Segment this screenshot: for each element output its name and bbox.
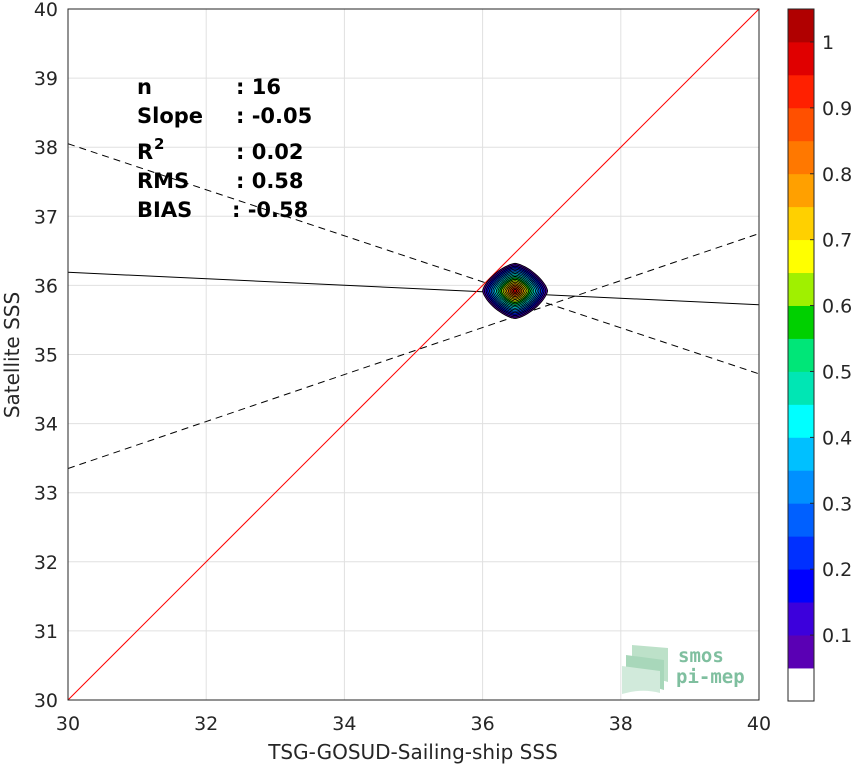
reference-lines: [68, 9, 759, 700]
x-tick-label: 34: [332, 713, 356, 735]
stat-label-bias: BIAS: [137, 198, 192, 222]
y-tick-label: 33: [34, 483, 58, 505]
colorbar-swatch: [788, 437, 814, 471]
x-axis-label: TSG-GOSUD-Sailing-ship SSS: [267, 740, 558, 764]
confidence-line-upper: [68, 143, 759, 375]
colorbar-swatch: [788, 173, 814, 208]
colorbar-swatch: [788, 9, 814, 43]
x-tick-label: 30: [56, 713, 80, 735]
colorbar-swatch: [788, 41, 814, 76]
colorbar-swatch: [788, 305, 814, 339]
colorbar-tick-label: 1: [822, 32, 834, 54]
regression-line: [68, 271, 759, 306]
stat-label-rms: RMS: [137, 169, 189, 193]
y-tick-label: 36: [34, 275, 58, 297]
stat-value-n: : 16: [236, 75, 281, 99]
colorbar-swatch: [788, 503, 814, 537]
colorbar-tick-label: 0.5: [822, 361, 852, 383]
logo-waves-icon: [622, 645, 668, 694]
x-tick-label: 36: [471, 713, 495, 735]
colorbar-swatch: [788, 338, 814, 372]
stat-value-rms: : 0.58: [236, 169, 304, 193]
y-tick-label: 39: [34, 68, 58, 90]
colorbar-swatch: [788, 107, 814, 142]
colorbar-swatch: [788, 140, 814, 175]
colorbar-swatch: [788, 602, 814, 636]
colorbar-swatch: [788, 668, 814, 702]
colorbar-swatch: [788, 371, 814, 405]
colorbar-swatch: [788, 569, 814, 603]
stat-value-r2: : 0.02: [236, 140, 304, 164]
colorbar-swatch: [788, 536, 814, 570]
colorbar-swatch: [788, 272, 814, 306]
x-tick-label: 32: [194, 713, 218, 735]
y-tick-label: 38: [34, 137, 58, 159]
logo-text-smos: smos: [678, 645, 724, 667]
identity-line: [68, 9, 759, 700]
colorbar-swatch: [788, 74, 814, 109]
y-tick-label: 31: [34, 621, 58, 643]
colorbar-tick-label: 0.9: [822, 98, 852, 120]
colorbar-tick-label: 0.7: [822, 230, 852, 252]
colorbar-tick-label: 0.4: [822, 427, 852, 449]
y-tick-label: 37: [34, 206, 58, 228]
colorbar-frame: [787, 8, 815, 702]
density-contours: [482, 262, 549, 320]
stats-box: n : 16 Slope : -0.05 R 2 : 0.02 RMS : 0.…: [137, 75, 312, 222]
y-tick-label: 30: [34, 690, 58, 712]
x-tick-label: 40: [747, 713, 771, 735]
stat-value-slope: : -0.05: [236, 104, 312, 128]
colorbar-swatch: [788, 404, 814, 438]
colorbar-tick-label: 0.8: [822, 164, 852, 186]
stat-label-r2: R: [137, 140, 153, 164]
x-tick-labels: 30 32 34 36 38 40: [56, 713, 771, 735]
colorbar-tick-label: 0.1: [822, 625, 852, 647]
x-tick-label: 38: [609, 713, 633, 735]
stat-label-slope: Slope: [137, 104, 203, 128]
y-tick-labels: 30 31 32 33 34 35 36 37 38 39 40: [34, 0, 58, 712]
stat-label-n: n: [137, 75, 152, 99]
colorbar-tick-label: 0.3: [822, 493, 852, 515]
colorbar-tick-label: 0.6: [822, 296, 852, 318]
y-tick-label: 40: [34, 0, 58, 21]
colorbar-swatches: [788, 9, 814, 702]
colorbar-tick-labels: 0.1 0.2 0.3 0.4 0.5 0.6 0.7 0.8 0.9 1: [810, 32, 852, 647]
y-tick-label: 32: [34, 552, 58, 574]
plot-frame: [67, 8, 760, 701]
y-axis-label: Satellite SSS: [0, 292, 24, 418]
stat-label-r2-superscript: 2: [154, 135, 164, 153]
confidence-line-lower: [68, 233, 759, 469]
y-tick-label: 35: [34, 345, 58, 367]
grid: [67, 8, 760, 701]
y-tick-label: 34: [34, 414, 58, 436]
smos-pi-mep-logo: smos pi-mep: [622, 645, 745, 694]
colorbar-swatch: [788, 239, 814, 274]
colorbar-swatch: [788, 470, 814, 504]
colorbar: 0.1 0.2 0.3 0.4 0.5 0.6 0.7 0.8 0.9 1: [787, 8, 852, 702]
colorbar-swatch: [788, 206, 814, 241]
density-contour: [512, 289, 518, 293]
stat-value-bias: : -0.58: [232, 198, 308, 222]
colorbar-tick-label: 0.2: [822, 559, 852, 581]
logo-text-pimep: pi-mep: [676, 666, 745, 688]
colorbar-swatch: [788, 635, 814, 669]
